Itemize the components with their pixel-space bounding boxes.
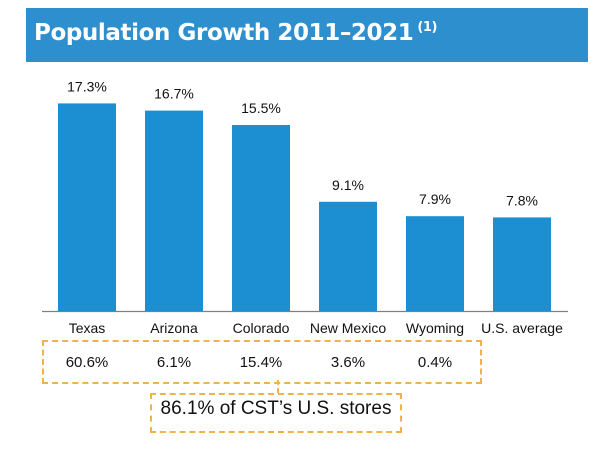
category-label: Texas <box>69 320 106 336</box>
category-label: Wyoming <box>406 320 464 336</box>
bar-arizona <box>145 110 203 311</box>
bar-colorado <box>232 125 290 311</box>
store-share-value: 0.4% <box>417 354 453 371</box>
category-label: U.S. average <box>481 320 563 336</box>
bar-chart: 17.3% Texas 16.7% Arizona 15.5% Colorado 9.1% N… <box>42 78 568 336</box>
bar-new-mexico <box>319 201 377 311</box>
category-label: Arizona <box>150 320 198 336</box>
bar-texas <box>58 103 116 312</box>
store-share-value: 15.4% <box>239 354 283 371</box>
bar-wyoming <box>406 216 464 311</box>
bar-value-label: 17.3% <box>67 78 107 94</box>
bar-value-label: 7.9% <box>419 191 451 207</box>
title-banner: Population Growth 2011–2021 (1) <box>26 8 588 62</box>
bar-value-label: 7.8% <box>506 192 538 208</box>
category-label: Colorado <box>233 320 290 336</box>
total-share-label: 86.1% of CST’s U.S. stores <box>160 398 392 419</box>
bar-value-label: 16.7% <box>154 86 194 102</box>
bar-value-label: 9.1% <box>332 177 364 193</box>
total-share-box <box>150 393 402 433</box>
box-connector <box>277 380 279 393</box>
chart-title-text: Population Growth 2011–2021 <box>34 20 414 46</box>
store-share-value: 3.6% <box>330 354 366 371</box>
category-label: New Mexico <box>310 320 386 336</box>
store-share-value: 6.1% <box>156 354 192 371</box>
store-share-box <box>42 340 482 384</box>
chart-title: Population Growth 2011–2021 (1) <box>34 20 437 46</box>
title-footnote-marker: (1) <box>417 20 438 36</box>
bar-u-s-average <box>493 217 551 311</box>
store-share-value: 60.6% <box>65 354 109 371</box>
bar-value-label: 15.5% <box>241 100 281 116</box>
